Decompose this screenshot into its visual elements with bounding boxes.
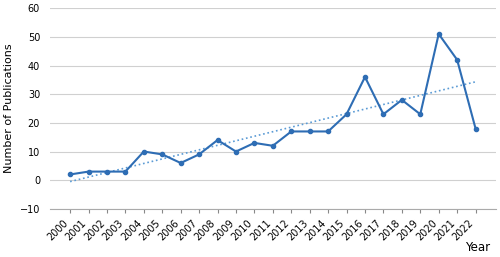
Y-axis label: Number of Publications: Number of Publications: [4, 44, 14, 173]
Text: Year: Year: [465, 241, 490, 254]
